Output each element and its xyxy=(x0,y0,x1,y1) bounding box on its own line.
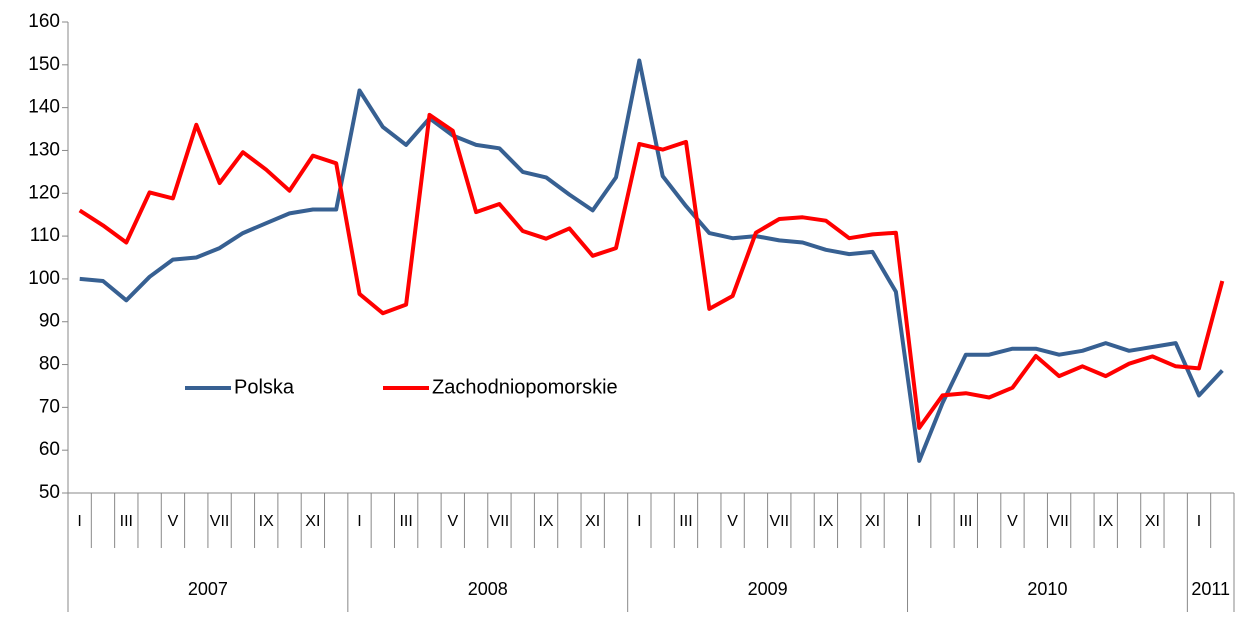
y-tick-label: 70 xyxy=(39,396,60,417)
group-label: 2007 xyxy=(188,579,228,599)
x-tick-label: XI xyxy=(585,513,600,530)
y-tick-label: 130 xyxy=(28,139,60,160)
x-tick-label: XI xyxy=(305,513,320,530)
series-line xyxy=(78,112,1225,430)
y-tick-label: 60 xyxy=(39,439,60,460)
y-tick-label: 90 xyxy=(39,311,60,332)
x-tick-label: III xyxy=(399,513,412,530)
x-tick-label: VII xyxy=(210,513,230,530)
x-tick-label: I xyxy=(637,513,641,530)
x-tick-label: VII xyxy=(769,513,789,530)
y-tick-label: 120 xyxy=(28,182,60,203)
x-tick-label: III xyxy=(120,513,133,530)
x-tick-label: I xyxy=(77,513,81,530)
group-label: 2009 xyxy=(748,579,788,599)
group-label: 2008 xyxy=(468,579,508,599)
x-tick-label: V xyxy=(1007,513,1018,530)
series-line xyxy=(79,58,1224,463)
x-tick-label: IX xyxy=(1098,513,1113,530)
y-tick-label: 140 xyxy=(28,97,60,118)
legend-label: Zachodniopomorskie xyxy=(432,376,618,398)
x-tick-label: IX xyxy=(818,513,833,530)
x-tick-label: III xyxy=(959,513,972,530)
y-tick-label: 160 xyxy=(28,11,60,32)
x-tick-label: V xyxy=(447,513,458,530)
x-tick-label: I xyxy=(1197,513,1201,530)
y-tick-label: 50 xyxy=(39,482,60,503)
group-label: 2011 xyxy=(1191,579,1230,599)
x-tick-label: VII xyxy=(490,513,510,530)
group-label: 2010 xyxy=(1027,579,1067,599)
x-tick-label: III xyxy=(679,513,692,530)
x-tick-label: XI xyxy=(1145,513,1160,530)
x-tick-label: IX xyxy=(259,513,274,530)
y-tick-label: 100 xyxy=(28,268,60,289)
x-tick-label: V xyxy=(727,513,738,530)
y-tick-label: 110 xyxy=(30,225,60,246)
y-tick-label: 80 xyxy=(39,354,60,375)
x-tick-label: IX xyxy=(538,513,553,530)
x-tick-label: VII xyxy=(1049,513,1069,530)
x-tick-label: XI xyxy=(865,513,880,530)
x-tick-label: I xyxy=(917,513,921,530)
x-tick-label: V xyxy=(168,513,179,530)
y-tick-label: 150 xyxy=(28,54,60,75)
legend-label: Polska xyxy=(234,376,295,398)
x-tick-label: I xyxy=(357,513,361,530)
